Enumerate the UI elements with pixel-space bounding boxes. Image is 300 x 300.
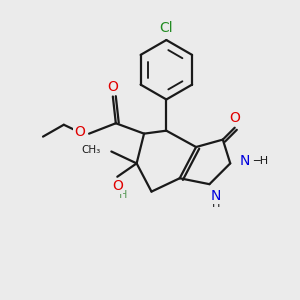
Text: Cl: Cl: [160, 20, 173, 34]
Text: O: O: [74, 125, 85, 139]
Text: O: O: [112, 179, 123, 193]
Text: N: N: [211, 189, 221, 203]
Text: ─H: ─H: [254, 156, 268, 166]
Text: N: N: [240, 154, 250, 168]
Text: O: O: [229, 111, 240, 125]
Text: H: H: [118, 190, 127, 200]
Text: CH₃: CH₃: [82, 145, 101, 155]
Text: O: O: [107, 80, 118, 94]
Text: H: H: [212, 200, 220, 209]
